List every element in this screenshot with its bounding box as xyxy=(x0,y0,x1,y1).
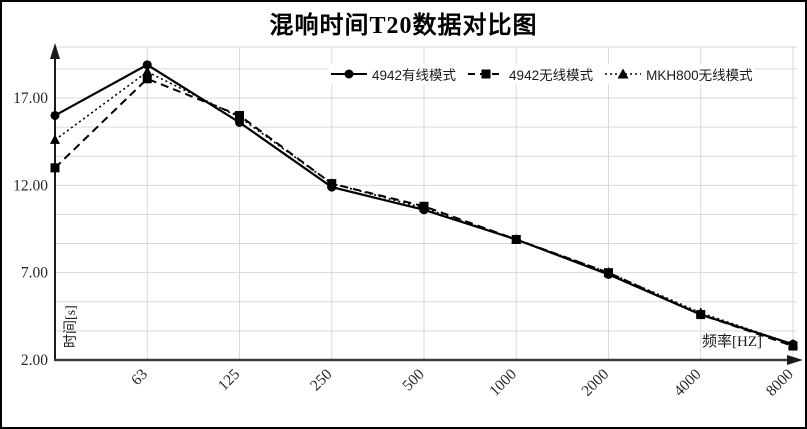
y-axis-title: 时间[s] xyxy=(64,305,79,348)
legend-item-mkh800: MKH800无线模式 xyxy=(605,64,753,84)
chart-title: 混响时间T20数据对比图 xyxy=(269,13,538,39)
series-marker-square xyxy=(50,163,60,173)
y-axis-arrow-icon xyxy=(50,43,60,59)
series-marker-triangle xyxy=(234,111,245,122)
series-marker-triangle xyxy=(603,267,614,277)
series-marker-triangle xyxy=(511,233,522,244)
legend-item-wireless-4942: 4942无线模式 xyxy=(468,64,593,84)
dashed-line-square-marker-icon xyxy=(468,69,505,79)
y-tick-label: 12.00 xyxy=(13,177,48,194)
y-tick-label: 2.00 xyxy=(21,352,48,369)
x-tick-label: 63 xyxy=(128,366,151,389)
y-tick-label: 17.00 xyxy=(13,90,48,107)
series-marker-triangle xyxy=(695,307,706,317)
x-tick-label: 2000 xyxy=(578,366,612,400)
series-marker-triangle xyxy=(419,202,429,213)
legend-label: 4942有线模式 xyxy=(372,68,457,83)
x-axis-arrow-icon xyxy=(787,355,803,365)
x-tick-label: 250 xyxy=(307,366,336,395)
legend: 4942有线模式 4942无线模式 MKH800无线模式 xyxy=(329,64,755,84)
series-marker-triangle xyxy=(788,338,798,349)
x-tick-label: 125 xyxy=(215,366,244,395)
x-tick-label: 1000 xyxy=(486,366,520,400)
series-marker-triangle xyxy=(50,134,60,144)
x-axis-title: 频率[HZ] xyxy=(702,334,762,350)
legend-item-wired: 4942有线模式 xyxy=(331,64,456,84)
legend-label: 4942无线模式 xyxy=(509,68,594,83)
series-marker-triangle xyxy=(326,178,337,188)
legend-label: MKH800无线模式 xyxy=(646,68,753,83)
y-tick-label: 7.00 xyxy=(21,265,48,282)
solid-line-circle-marker-icon xyxy=(331,69,367,79)
series-marker-circle xyxy=(50,110,60,120)
x-tick-label: 8000 xyxy=(763,366,797,400)
series-marker-square xyxy=(142,74,152,84)
series-line-1 xyxy=(54,77,794,347)
x-tick-label: 4000 xyxy=(671,366,705,400)
dotted-line-triangle-marker-icon xyxy=(605,68,642,79)
series-marker-circle xyxy=(142,60,152,70)
series-marker-triangle xyxy=(142,66,153,76)
x-tick-label: 500 xyxy=(399,366,428,395)
